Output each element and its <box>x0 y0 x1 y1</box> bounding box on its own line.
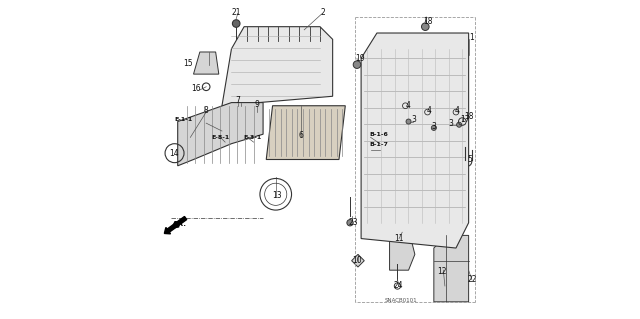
Text: 21: 21 <box>232 8 241 17</box>
Text: 15: 15 <box>183 59 193 68</box>
Circle shape <box>431 125 436 130</box>
Text: SNACB0101: SNACB0101 <box>385 298 417 303</box>
Text: 12: 12 <box>437 267 447 276</box>
Text: 1: 1 <box>469 33 474 42</box>
Polygon shape <box>178 103 263 166</box>
Polygon shape <box>361 33 468 248</box>
Text: 22: 22 <box>467 275 477 284</box>
Text: 9: 9 <box>254 100 259 109</box>
Text: FR.: FR. <box>173 221 187 227</box>
FancyArrow shape <box>164 217 187 234</box>
Text: 4: 4 <box>406 101 410 110</box>
Text: 3: 3 <box>412 115 417 124</box>
Text: 17: 17 <box>461 115 470 124</box>
Text: E-1-1: E-1-1 <box>175 117 193 122</box>
Circle shape <box>406 119 411 124</box>
Polygon shape <box>266 106 346 160</box>
Text: 3: 3 <box>431 122 436 131</box>
Polygon shape <box>193 52 219 74</box>
Text: 5: 5 <box>468 155 473 164</box>
Text: B-1-6: B-1-6 <box>369 132 388 137</box>
Text: 18: 18 <box>464 112 474 121</box>
Polygon shape <box>434 235 468 302</box>
Text: 8: 8 <box>204 106 209 115</box>
Text: 4: 4 <box>427 106 431 115</box>
Text: 11: 11 <box>394 234 404 243</box>
Text: 14: 14 <box>169 149 179 158</box>
Polygon shape <box>222 27 333 106</box>
Circle shape <box>456 122 461 127</box>
Text: E-8-1: E-8-1 <box>211 136 229 140</box>
Text: 10: 10 <box>352 256 362 265</box>
Circle shape <box>353 61 361 69</box>
Text: 16: 16 <box>191 84 201 93</box>
Circle shape <box>422 23 429 31</box>
Text: 23: 23 <box>348 218 358 227</box>
Text: 7: 7 <box>236 97 240 106</box>
Circle shape <box>232 20 240 27</box>
Text: 6: 6 <box>299 131 303 140</box>
Text: 18: 18 <box>423 18 432 26</box>
Polygon shape <box>351 254 364 267</box>
Text: 13: 13 <box>273 191 282 200</box>
Polygon shape <box>390 229 415 270</box>
Text: 19: 19 <box>355 54 364 63</box>
Text: 4: 4 <box>455 106 460 115</box>
Text: B-1-7: B-1-7 <box>369 142 388 147</box>
Circle shape <box>347 219 353 226</box>
Text: 3: 3 <box>449 119 454 128</box>
Text: 2: 2 <box>321 8 326 17</box>
Text: 24: 24 <box>394 281 403 291</box>
Text: E-3-1: E-3-1 <box>243 136 262 140</box>
